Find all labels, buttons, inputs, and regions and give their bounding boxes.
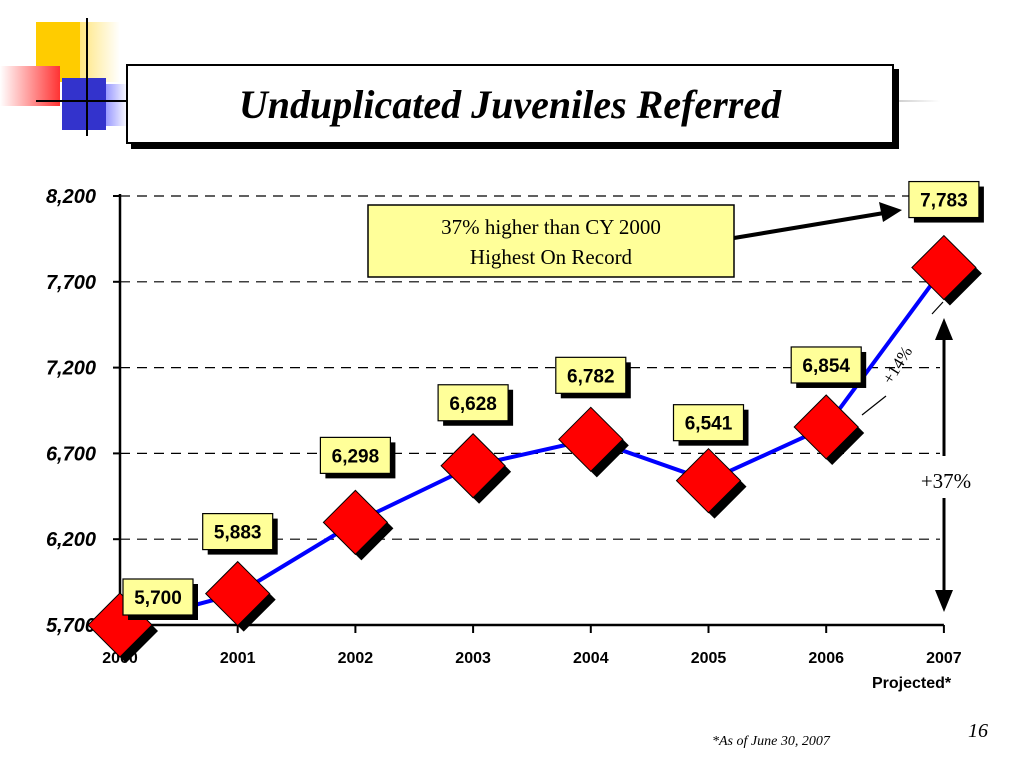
data-point-marker bbox=[440, 433, 506, 499]
slide-title: Unduplicated Juveniles Referred bbox=[238, 81, 782, 127]
y-tick-label: 6,700 bbox=[46, 443, 96, 465]
x-tick-label: 2004 bbox=[573, 650, 609, 667]
footnote: *As of June 30, 2007 bbox=[712, 734, 830, 749]
x-tick-label: 2007 bbox=[926, 650, 962, 667]
y-tick-label: 7,200 bbox=[46, 358, 96, 380]
y-tick-label: 7,700 bbox=[46, 272, 96, 294]
data-label: 5,700 bbox=[134, 588, 182, 609]
x-tick-label: 2006 bbox=[808, 650, 844, 667]
data-label: 6,298 bbox=[332, 446, 380, 467]
data-point-marker bbox=[204, 560, 271, 627]
x-tick-label: 2005 bbox=[691, 650, 727, 667]
data-label: 6,782 bbox=[567, 366, 615, 387]
title-box: Unduplicated Juveniles Referred bbox=[126, 64, 894, 144]
pct14-bracket-bottom bbox=[861, 395, 887, 416]
pct37-label: +37% bbox=[921, 469, 971, 493]
deco-blue-fade bbox=[106, 84, 128, 126]
pct14-bracket-top bbox=[931, 301, 944, 315]
data-label: 6,541 bbox=[685, 414, 733, 435]
callout-arrow-head bbox=[879, 202, 902, 222]
data-point-marker bbox=[911, 234, 977, 301]
page-number: 16 bbox=[968, 720, 988, 742]
data-label-box bbox=[122, 578, 194, 616]
data-label-layer: 5,700 5,883 6,298 6,628 6,782 6,541 6,854 7,783 bbox=[122, 180, 984, 620]
y-tick-label: 5,700 bbox=[46, 615, 96, 637]
callout-line-1: 37% higher than CY 2000 bbox=[441, 215, 661, 239]
data-label-box bbox=[790, 346, 862, 384]
x-tick-label: 2003 bbox=[455, 650, 491, 667]
data-label: 5,883 bbox=[214, 523, 262, 544]
deco-title-rule bbox=[895, 100, 940, 102]
y-tick-label: 8,200 bbox=[46, 186, 96, 208]
marker-layer bbox=[87, 234, 982, 663]
data-label: 6,628 bbox=[449, 394, 497, 415]
data-point-marker bbox=[675, 447, 742, 514]
pct37-arrow-up-head bbox=[935, 318, 953, 340]
data-label: 6,854 bbox=[802, 356, 850, 377]
callout-line-2: Highest On Record bbox=[470, 245, 633, 269]
deco-horizontal-line bbox=[36, 100, 128, 102]
data-point-marker bbox=[322, 489, 389, 556]
projected-label: Projected* bbox=[872, 675, 952, 692]
data-label: 7,783 bbox=[920, 191, 968, 212]
data-label-box bbox=[202, 512, 274, 551]
data-label-box bbox=[555, 356, 627, 394]
data-label-box bbox=[908, 180, 980, 219]
deco-red-bar bbox=[0, 66, 60, 106]
data-point-marker bbox=[793, 394, 859, 460]
data-label-box bbox=[437, 384, 509, 422]
data-label-box bbox=[319, 436, 391, 474]
deco-blue-square bbox=[62, 78, 106, 130]
x-tick-label: 2001 bbox=[220, 650, 256, 667]
y-tick-label: 6,200 bbox=[46, 529, 96, 551]
pct37-arrow-down-head bbox=[935, 590, 953, 612]
deco-vertical-line bbox=[86, 18, 88, 136]
callout-box bbox=[367, 204, 735, 278]
callout-arrow-line bbox=[733, 211, 885, 240]
data-label-box bbox=[672, 404, 745, 442]
data-point-marker bbox=[558, 406, 624, 473]
x-tick-label: 2002 bbox=[338, 650, 374, 667]
annotation-layer: 37% higher than CY 2000 Highest On Recor… bbox=[367, 202, 971, 612]
